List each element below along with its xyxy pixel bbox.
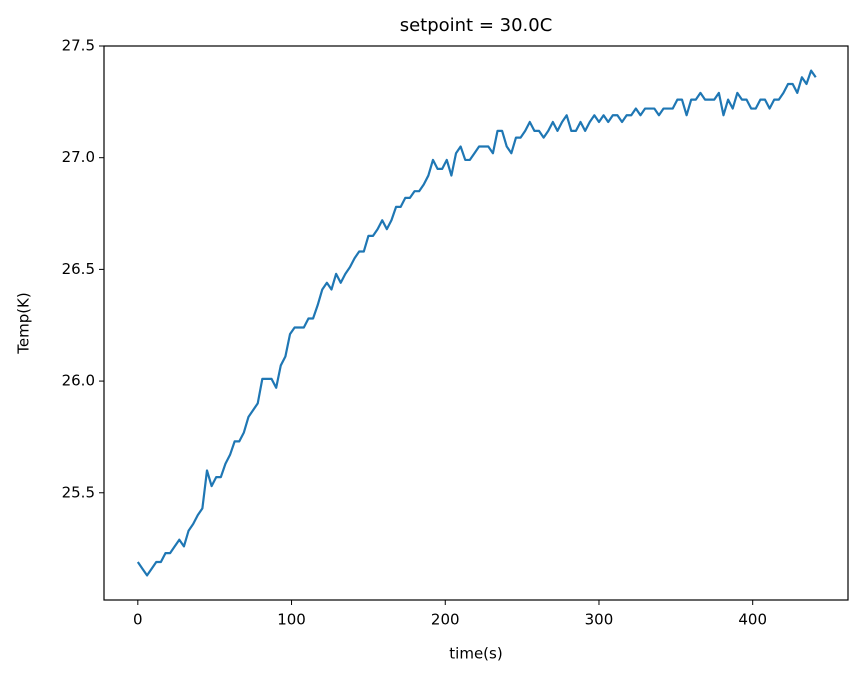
x-axis-label: time(s) xyxy=(449,645,502,663)
y-tick-label: 25.5 xyxy=(62,483,95,501)
x-tick-label: 100 xyxy=(277,611,306,629)
x-tick-label: 200 xyxy=(431,611,460,629)
y-tick-label: 27.0 xyxy=(62,148,95,166)
y-tick-label: 27.5 xyxy=(62,37,95,55)
y-tick-label: 26.0 xyxy=(62,372,95,390)
y-tick-label: 26.5 xyxy=(62,260,95,278)
chart-title: setpoint = 30.0C xyxy=(400,15,553,36)
data-line xyxy=(136,69,817,577)
x-tick-label: 300 xyxy=(585,611,614,629)
plot-frame xyxy=(103,45,849,601)
x-tick-label: 0 xyxy=(133,611,143,629)
x-tick-label: 400 xyxy=(738,611,767,629)
y-axis-label: Temp(K) xyxy=(15,292,33,355)
